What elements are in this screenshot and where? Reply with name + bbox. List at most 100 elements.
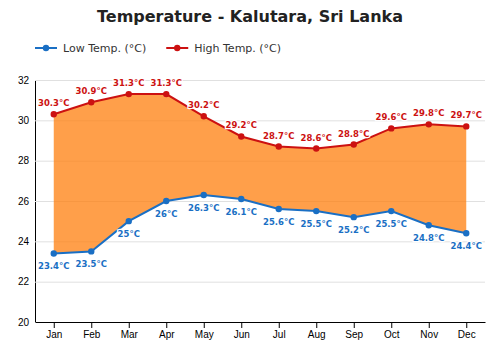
x-tick-label: Apr xyxy=(159,329,175,340)
point xyxy=(51,111,57,117)
tick-mark xyxy=(241,322,242,328)
y-tick-label: 20 xyxy=(18,317,30,328)
point xyxy=(238,196,244,202)
point xyxy=(51,250,57,256)
data-label: 28.6°C xyxy=(301,133,332,143)
x-tick: Mar xyxy=(121,322,139,340)
data-label: 23.5°C xyxy=(76,259,107,269)
x-tick: Oct xyxy=(384,322,400,340)
y-tick: 22 xyxy=(18,276,485,287)
point xyxy=(276,143,282,149)
point xyxy=(351,214,357,220)
x-tick-label: Nov xyxy=(420,329,438,340)
line xyxy=(54,195,467,253)
legend-item: High Temp. (°C) xyxy=(166,42,281,55)
point xyxy=(388,125,394,131)
x-axis-line xyxy=(36,322,486,323)
x-tick: Apr xyxy=(159,322,175,340)
title: Temperature - Kalutara, Sri Lanka xyxy=(97,7,403,26)
legend-item: Low Temp. (°C) xyxy=(35,42,146,55)
x-tick-label: Jul xyxy=(273,329,286,340)
x-tick-label: Mar xyxy=(121,329,139,340)
chart: Temperature - Kalutara, Sri Lanka2022242… xyxy=(0,0,500,350)
tick-mark xyxy=(166,322,167,328)
data-label: 29.8°C xyxy=(413,108,444,118)
tick-mark xyxy=(429,322,430,328)
data-label: 25.2°C xyxy=(338,225,369,235)
y-tick: 32 xyxy=(18,75,485,86)
data-labels: 23.4°C23.5°C25°C26°C26.3°C26.1°C25.6°C25… xyxy=(38,78,482,271)
data-label: 30.3°C xyxy=(38,98,69,108)
tick-mark xyxy=(279,322,280,328)
x-tick: Feb xyxy=(83,322,101,340)
data-label: 25.5°C xyxy=(301,219,332,229)
tick-mark xyxy=(391,322,392,328)
data-label: 26.1°C xyxy=(226,207,257,217)
y-tick-label: 30 xyxy=(18,115,30,126)
tick-mark xyxy=(316,322,317,328)
tick-mark xyxy=(91,322,92,328)
data-label: 31.3°C xyxy=(113,78,144,88)
point xyxy=(276,206,282,212)
point xyxy=(426,222,432,228)
marks xyxy=(51,91,470,257)
plot: 20 22 24 26 28 30 32 Jan Feb Mar Apr May Jun Jul Aug Se… xyxy=(18,75,486,340)
y-tick-label: 22 xyxy=(18,276,30,287)
point xyxy=(426,121,432,127)
point xyxy=(201,113,207,119)
point xyxy=(126,91,132,97)
legend-marker xyxy=(174,45,180,51)
data-label: 29.7°C xyxy=(451,110,482,120)
legend: Low Temp. (°C) High Temp. (°C) xyxy=(35,42,281,55)
tick-mark xyxy=(204,322,205,328)
point xyxy=(88,99,94,105)
data-label: 26.3°C xyxy=(188,203,219,213)
grid-line xyxy=(35,80,485,81)
data-label: 29.2°C xyxy=(226,120,257,130)
x-tick: Dec xyxy=(458,322,476,340)
point xyxy=(388,208,394,214)
x-tick: Jan xyxy=(46,322,62,340)
data-label: 30.9°C xyxy=(76,86,107,96)
y-tick-label: 26 xyxy=(18,196,30,207)
data-label: 28.7°C xyxy=(263,131,294,141)
x-tick-label: Jan xyxy=(46,329,62,340)
y-tick: 20 xyxy=(18,317,485,328)
data-label: 25.5°C xyxy=(376,219,407,229)
chart-container: Temperature - Kalutara, Sri Lanka2022242… xyxy=(0,0,500,350)
x-tick-label: Dec xyxy=(458,329,476,340)
data-label: 26°C xyxy=(155,209,177,219)
point xyxy=(201,192,207,198)
tick-mark xyxy=(466,322,467,328)
data-label: 29.6°C xyxy=(376,112,407,122)
point xyxy=(313,208,319,214)
x-tick: May xyxy=(195,322,214,340)
point xyxy=(313,145,319,151)
grid-line xyxy=(35,282,485,283)
grid-line xyxy=(35,322,485,323)
data-label: 25.6°C xyxy=(263,217,294,227)
data-label: 31.3°C xyxy=(151,78,182,88)
data-label: 28.8°C xyxy=(338,129,369,139)
data-label: 25°C xyxy=(118,229,140,239)
tick-mark xyxy=(129,322,130,328)
legend-label: Low Temp. (°C) xyxy=(63,42,146,55)
data-label: 30.2°C xyxy=(188,100,219,110)
y-tick-label: 28 xyxy=(18,155,30,166)
point xyxy=(126,218,132,224)
y-tick-label: 24 xyxy=(18,236,30,247)
point xyxy=(351,141,357,147)
x-tick-label: Jun xyxy=(234,329,250,340)
x-tick-label: May xyxy=(195,329,214,340)
legend-marker xyxy=(43,45,49,51)
x-tick-label: Feb xyxy=(83,329,101,340)
x-tick: Jul xyxy=(273,322,286,340)
x-tick-label: Sep xyxy=(345,329,363,340)
x-axis: Jan Feb Mar Apr May Jun Jul Aug Sep Oct Nov Dec xyxy=(36,322,486,340)
tick-mark xyxy=(54,322,55,328)
point xyxy=(463,123,469,129)
point xyxy=(163,198,169,204)
x-tick: Sep xyxy=(345,322,363,340)
x-tick: Aug xyxy=(308,322,326,340)
y-tick-label: 32 xyxy=(18,75,30,86)
